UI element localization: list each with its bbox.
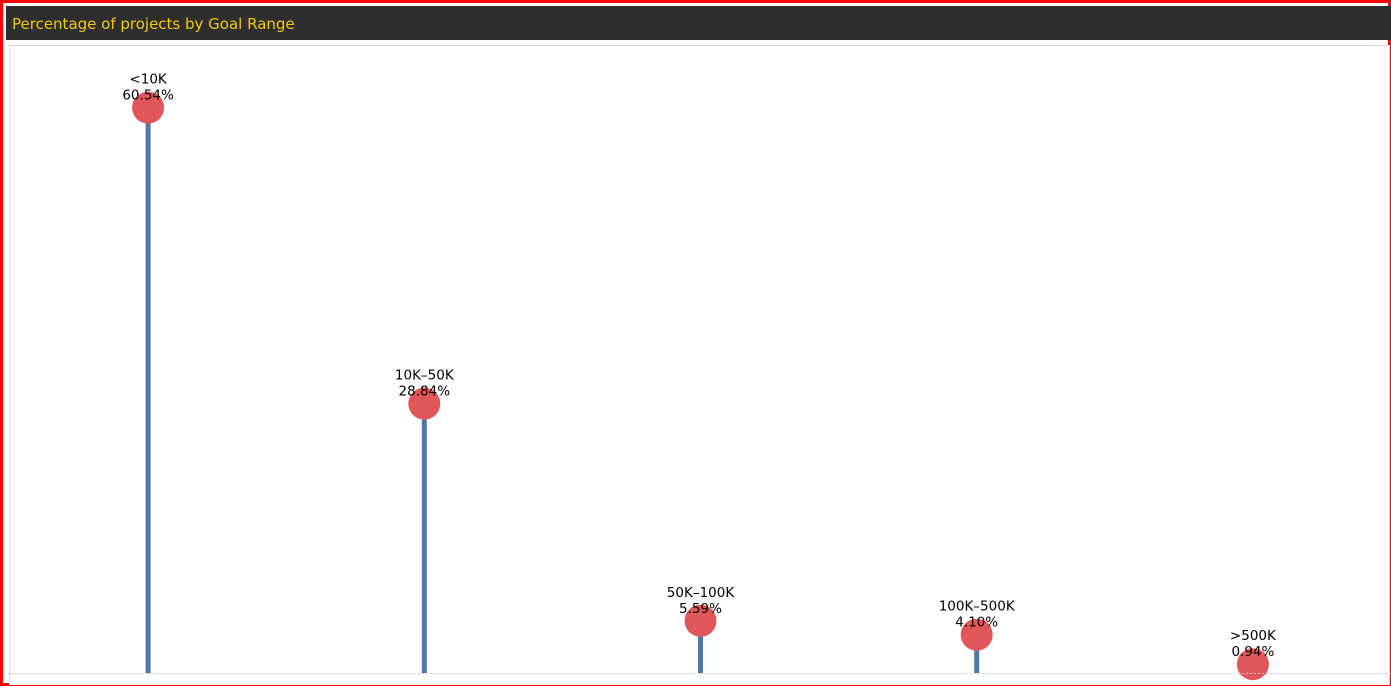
category-label: >500K: [1230, 628, 1277, 644]
lollipop-dot[interactable]: [960, 618, 993, 651]
value-label: 0.94%: [1231, 644, 1274, 660]
category-label: 50K–100K: [667, 585, 736, 601]
chart-title: Percentage of projects by Goal Range: [12, 15, 295, 33]
value-label: 4.10%: [955, 615, 998, 631]
title-bar: Percentage of projects by Goal Range: [6, 6, 1391, 40]
lollipop-dot[interactable]: [408, 387, 441, 420]
category-label: <10K: [129, 72, 167, 88]
value-label: 60.54%: [122, 88, 174, 104]
category-label: 10K–50K: [395, 368, 455, 384]
value-label: 5.59%: [679, 601, 722, 617]
category-label: 100K–500K: [939, 599, 1016, 615]
lollipop-dot[interactable]: [1236, 648, 1269, 681]
value-label: 28.84%: [399, 384, 451, 400]
plot-area: <10K 60.54% 10K–50K 28.84% 50K–100K 5.59% 100K…: [9, 45, 1391, 685]
lollipop-dot[interactable]: [132, 91, 165, 124]
lollipop-dot[interactable]: [684, 604, 717, 637]
